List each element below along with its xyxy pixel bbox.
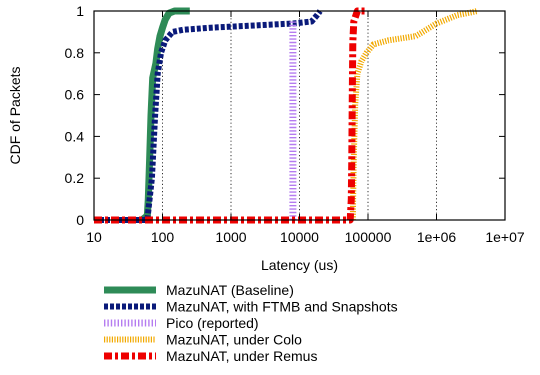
y-tick-label: 1 bbox=[76, 3, 84, 19]
x-axis-title: Latency (us) bbox=[261, 257, 338, 273]
x-tick-label: 10000 bbox=[280, 229, 319, 245]
series-line-5 bbox=[94, 7, 365, 224]
series-line-4 bbox=[349, 8, 479, 221]
legend-label: MazuNAT, under Remus bbox=[166, 348, 317, 364]
x-tick-label: 100 bbox=[151, 229, 175, 245]
y-tick-label: 0.2 bbox=[65, 170, 85, 186]
legend-label: MazuNAT, under Colo bbox=[166, 332, 302, 348]
axis-ticks: 10 100 1000 10000 100000 1e+06 1e+07 0 0.2 0.4 0.6… bbox=[65, 3, 525, 245]
grid-lines bbox=[162, 11, 437, 220]
series-line-2 bbox=[94, 9, 323, 223]
y-tick-label: 0.4 bbox=[65, 128, 85, 144]
y-axis-title: CDF of Packets bbox=[7, 66, 23, 164]
y-tick-label: 0 bbox=[76, 212, 84, 228]
y-tick-label: 0.6 bbox=[65, 87, 85, 103]
legend-label: Pico (reported) bbox=[166, 315, 259, 331]
legend-label: MazuNAT, with FTMB and Snapshots bbox=[166, 299, 398, 315]
x-tick-label: 100000 bbox=[345, 229, 392, 245]
legend-label: MazuNAT (Baseline) bbox=[166, 282, 294, 298]
x-tick-label: 1000 bbox=[215, 229, 246, 245]
legend: MazuNAT (Baseline)MazuNAT, with FTMB and… bbox=[104, 282, 398, 364]
x-tick-label: 10 bbox=[86, 229, 102, 245]
y-tick-label: 0.8 bbox=[65, 45, 85, 61]
x-tick-label: 1e+06 bbox=[417, 229, 457, 245]
series-lines bbox=[94, 7, 479, 224]
x-tick-label: 1e+07 bbox=[485, 229, 525, 245]
